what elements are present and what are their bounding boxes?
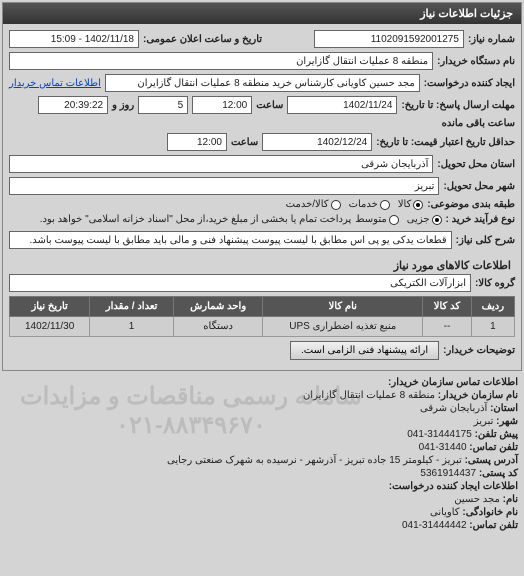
tel-val: 31444442-041 [402, 520, 467, 531]
ccity-label: شهر: [496, 416, 518, 427]
deadline-date: 1402/11/24 [287, 96, 397, 114]
goods-group-label: گروه کالا: [475, 278, 515, 289]
creator-field: مجد حسین کاویانی کارشناس خرید منطقه 8 عم… [105, 74, 420, 92]
org-label: نام سازمان خریدار: [438, 390, 518, 401]
province-field: آذربایجان شرقی [9, 155, 433, 173]
goods-section-label: اطلاعات کالاهای مورد نیاز [9, 253, 515, 274]
contact-panel: اطلاعات تماس سازمان خریدار: نام سازمان خ… [0, 373, 524, 537]
tel-label: تلفن تماس: [469, 520, 518, 531]
city-label: شهر محل تحویل: [443, 181, 515, 192]
pubdate-label: تاریخ و ساعت اعلان عمومی: [143, 34, 262, 45]
zip-label: کد پستی: [479, 468, 518, 479]
radio-icon [389, 215, 399, 225]
remain-field: 20:39:22 [38, 96, 108, 114]
pubdate-field: 1402/11/18 - 15:09 [9, 30, 139, 48]
radio-both[interactable]: کالا/خدمت [286, 199, 341, 210]
days-label: روز و [112, 100, 134, 111]
need-desc-label: شرح کلی نیاز: [456, 235, 515, 246]
days-field: 5 [138, 96, 188, 114]
lname-val: کاویانی [430, 507, 460, 518]
table-header: نام کالا [263, 297, 423, 317]
phone-val: 31444175-041 [407, 429, 472, 440]
table-cell: 1402/11/30 [10, 317, 90, 337]
buyer-label: نام دستگاه خریدار: [437, 56, 515, 67]
goods-group-field: ابزارآلات الکتریکی [9, 274, 471, 292]
name-val: مجد حسین [454, 494, 500, 505]
addr-label: آدرس پستی: [465, 455, 518, 466]
lname-label: نام خانوادگی: [462, 507, 518, 518]
name-label: نام: [503, 494, 518, 505]
table-cell: 1 [471, 317, 514, 337]
need-no-field: 1102091592001275 [314, 30, 464, 48]
radio-motavaset[interactable]: متوسط [355, 214, 398, 225]
buy-type-radios: جزیی متوسط [355, 214, 441, 225]
watermark: سامانه رسمی مناقصات و مزایدات ۰۲۱-۸۸۳۴۹۶… [20, 383, 362, 441]
table-cell: -- [423, 317, 472, 337]
phone-label: پیش تلفن: [475, 429, 518, 440]
city-field: تبریز [9, 177, 439, 195]
buy-type-note: پرداخت تمام یا بخشی از مبلغ خرید،از محل … [40, 214, 352, 225]
time-label-2: ساعت [231, 137, 258, 148]
deadline-time: 12:00 [192, 96, 252, 114]
ccity-val: تبریز [474, 416, 494, 427]
hold-time: 12:00 [167, 133, 227, 151]
table-header: ردیف [471, 297, 514, 317]
buyer-contact-link[interactable]: اطلاعات تماس خریدار [9, 78, 101, 89]
radio-icon [331, 200, 341, 210]
table-header: تعداد / مقدار [90, 297, 174, 317]
notes-label: توضیحات خریدار: [443, 345, 515, 356]
radio-icon [380, 200, 390, 210]
radio-jozi[interactable]: جزیی [407, 214, 442, 225]
hold-label: حداقل تاریخ اعتبار قیمت: تا تاریخ: [376, 137, 515, 148]
prov-val: آذربایجان شرقی [420, 403, 487, 414]
tech-proposal-button[interactable]: ارائه پیشنهاد فنی الزامی است. [290, 341, 439, 360]
creator-title: اطلاعات ایجاد کننده درخواست: [6, 481, 518, 492]
hold-date: 1402/12/24 [262, 133, 372, 151]
panel-body: شماره نیاز: 1102091592001275 تاریخ و ساع… [3, 24, 521, 370]
addr-val: تبریز - کیلومتر 15 جاده تبریز - آذرشهر -… [167, 455, 462, 466]
need-no-label: شماره نیاز: [468, 34, 515, 45]
fax-val: 31440-041 [419, 442, 467, 453]
buy-type-label: نوع فرآیند خرید : [446, 214, 515, 225]
table-row: 1--منبع تغذیه اضطراری UPSدستگاه11402/11/… [10, 317, 515, 337]
radio-khadamat[interactable]: خدمات [349, 199, 390, 210]
details-panel: جزئیات اطلاعات نیاز شماره نیاز: 11020915… [2, 2, 522, 371]
table-cell: 1 [90, 317, 174, 337]
table-cell: دستگاه [173, 317, 263, 337]
fax-label: تلفن تماس: [469, 442, 518, 453]
table-header: واحد شمارش [173, 297, 263, 317]
creator-label: ایجاد کننده درخواست: [424, 78, 515, 89]
table-header: تاریخ نیاز [10, 297, 90, 317]
panel-title: جزئیات اطلاعات نیاز [3, 3, 521, 24]
need-desc-field: قطعات یدکی یو پی اس مطابق با لیست پیوست … [9, 231, 452, 249]
prov-label: استان: [490, 403, 518, 414]
subject-group-label: طبقه بندی موضوعی: [427, 199, 515, 210]
radio-icon [432, 215, 442, 225]
deadline-label: مهلت ارسال پاسخ: تا تاریخ: [401, 100, 515, 111]
radio-kala[interactable]: کالا [398, 199, 424, 210]
subject-group-radios: کالا خدمات کالا/خدمت [286, 199, 424, 210]
buyer-field: منطقه 8 عملیات انتقال گازایران [9, 52, 433, 70]
goods-table: ردیفکد کالانام کالاواحد شمارشتعداد / مقد… [9, 296, 515, 337]
radio-icon [413, 200, 423, 210]
zip-val: 5361914437 [420, 468, 476, 479]
time-label-1: ساعت [256, 100, 283, 111]
table-header: کد کالا [423, 297, 472, 317]
remain-label: ساعت باقی مانده [442, 118, 515, 129]
province-label: استان محل تحویل: [437, 159, 515, 170]
table-cell: منبع تغذیه اضطراری UPS [263, 317, 423, 337]
